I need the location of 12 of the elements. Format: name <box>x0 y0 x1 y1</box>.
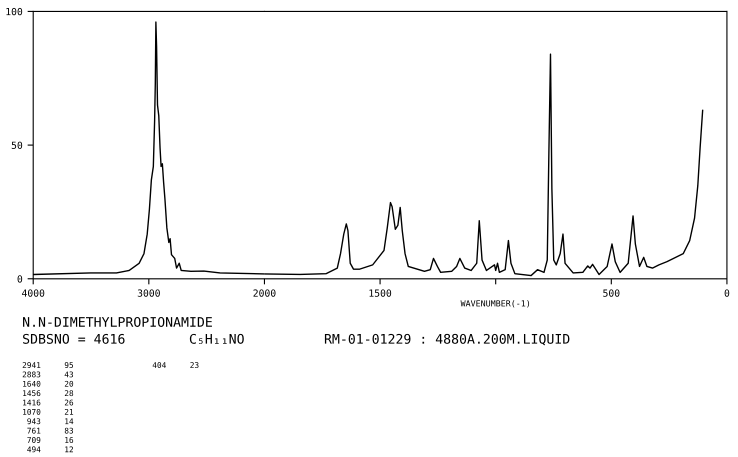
x-axis-title: WAVENUMBER(-1) <box>460 300 530 308</box>
y-tick-label: 50 <box>12 142 22 149</box>
x-tick-label: 1500 <box>370 289 392 297</box>
x-tick-label: 0 <box>724 289 730 297</box>
y-tick-label: 0 <box>18 275 22 283</box>
x-tick-label: 3000 <box>138 289 160 297</box>
x-tick-label: 2000 <box>253 289 276 297</box>
x-tick-label: 4000 <box>22 289 44 297</box>
x-tick-label: 500 <box>603 289 620 297</box>
text: N.N-DIMETHYLPROPIONAMIDE <box>23 316 212 327</box>
y-tick-label: 100 <box>6 8 22 16</box>
text: SDBSNO = 4616 C₅H₁₁NO RM-01-01229 : 4880A.200M.LIQUID <box>23 334 570 346</box>
